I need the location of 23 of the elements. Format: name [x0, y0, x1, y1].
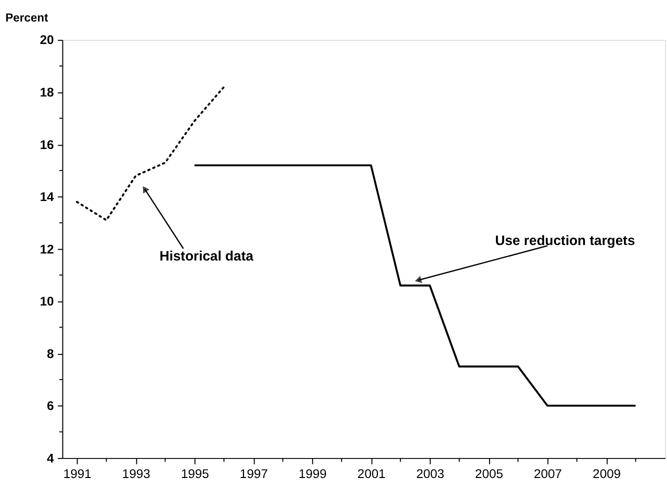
x-tick-label: 2007: [534, 466, 562, 481]
x-tick-label: 2005: [475, 466, 504, 481]
y-tick-label: 16: [40, 138, 54, 152]
line-series: [76, 86, 225, 222]
y-axis-title: Percent: [5, 11, 48, 24]
x-tick-label: 1991: [63, 466, 92, 481]
x-tick-label: 1993: [122, 466, 150, 481]
annotation: Historical data: [160, 248, 254, 264]
y-tick-label: 18: [40, 86, 54, 100]
y-tick-label: 4: [46, 451, 54, 466]
x-tick-label: 1997: [240, 466, 268, 481]
y-tick-label: 8: [46, 346, 54, 361]
x-tick-label: 2003: [416, 466, 444, 481]
x-tick-label: 2009: [592, 466, 621, 481]
x-tick-label: 2001: [357, 466, 386, 481]
x-tick-label: 1999: [298, 466, 327, 481]
y-tick-label: 6: [46, 399, 54, 414]
x-tick-label: 1995: [180, 466, 210, 481]
y-tick-label: 14: [40, 190, 54, 204]
annotation: Use reduction targets: [495, 232, 636, 248]
y-tick-label: 20: [40, 33, 54, 48]
y-tick-label: 12: [40, 242, 54, 256]
y-tick-label: 10: [40, 294, 54, 309]
